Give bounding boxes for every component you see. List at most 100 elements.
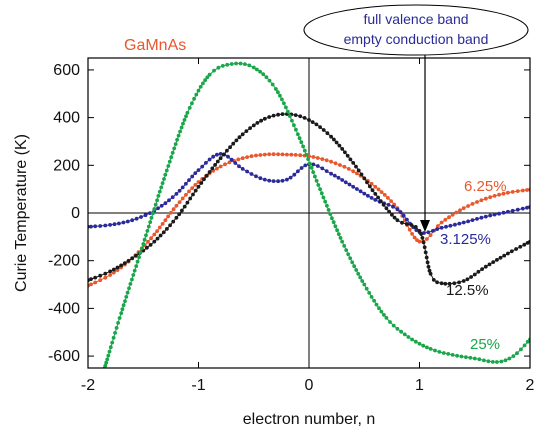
data-point [203, 78, 208, 83]
data-point [459, 354, 464, 359]
data-point [346, 167, 351, 171]
data-point [267, 152, 272, 157]
data-point [138, 250, 143, 255]
annotation-line-2: empty conduction band [344, 31, 489, 47]
data-point [117, 316, 122, 320]
data-point [472, 356, 477, 361]
data-point [238, 61, 243, 66]
series-label-6-25: 6.25% [464, 178, 507, 195]
data-point [134, 216, 139, 221]
data-point [302, 148, 307, 153]
data-point [307, 161, 312, 166]
data-point [161, 230, 166, 235]
data-point [213, 163, 218, 167]
data-point [108, 269, 112, 274]
data-point [299, 140, 304, 145]
data-point [307, 118, 311, 122]
data-point [274, 87, 278, 91]
data-point [412, 235, 417, 240]
data-point [318, 125, 322, 129]
data-point [187, 178, 191, 183]
data-point [190, 186, 195, 191]
data-point [112, 222, 117, 227]
data-point [490, 360, 495, 364]
data-point [254, 153, 258, 158]
data-point [207, 170, 212, 174]
data-point [280, 152, 285, 157]
data-point [225, 62, 230, 67]
data-point [466, 219, 470, 224]
data-point [293, 113, 298, 117]
data-point [351, 184, 356, 189]
data-point [522, 242, 527, 247]
data-point [115, 265, 120, 270]
data-point [395, 218, 400, 223]
data-point [89, 282, 93, 287]
data-point [221, 152, 226, 157]
data-point [178, 129, 183, 134]
data-point [417, 341, 422, 346]
data-point [148, 220, 153, 225]
data-point [171, 219, 176, 224]
data-point [400, 220, 404, 225]
data-point [177, 200, 182, 205]
data-point [365, 180, 369, 185]
y-tick-label: -400 [48, 300, 80, 317]
data-point [488, 213, 493, 218]
data-point [430, 229, 435, 233]
data-point [191, 192, 195, 197]
data-point [356, 168, 361, 173]
data-point [350, 260, 355, 265]
data-point [293, 153, 298, 157]
data-point [159, 203, 164, 208]
data-point [309, 165, 314, 170]
data-point [234, 61, 239, 66]
data-point [193, 183, 198, 187]
data-point [93, 224, 98, 229]
data-point [285, 177, 289, 182]
data-point [152, 207, 157, 211]
data-point [323, 199, 328, 204]
data-point [264, 75, 269, 80]
data-point [180, 196, 185, 201]
data-point [479, 198, 484, 203]
data-point [201, 81, 205, 86]
data-point [316, 183, 321, 187]
data-point [286, 109, 290, 114]
data-point [436, 224, 440, 228]
data-point [130, 256, 135, 261]
data-point [495, 360, 499, 364]
data-point [284, 105, 288, 110]
data-point [173, 142, 178, 147]
data-point [358, 275, 363, 280]
data-point [410, 337, 414, 342]
data-point [198, 84, 203, 89]
chart-title: GaMnAs [124, 37, 186, 54]
data-point [499, 359, 504, 364]
data-point [190, 174, 195, 179]
data-point [121, 303, 126, 308]
data-point [405, 217, 409, 222]
data-point [345, 153, 350, 158]
data-point [156, 194, 161, 198]
data-point [464, 355, 468, 359]
data-point [304, 152, 309, 157]
y-tick-label: 600 [53, 62, 80, 79]
data-point [227, 160, 232, 165]
data-point [344, 248, 349, 253]
data-point [174, 192, 179, 196]
data-point [233, 161, 238, 165]
data-point [152, 232, 157, 237]
data-point [245, 169, 250, 174]
data-point [428, 347, 433, 351]
data-point [212, 68, 216, 73]
data-point [174, 203, 179, 208]
data-point [157, 189, 162, 194]
data-point [506, 190, 510, 195]
data-point [373, 192, 378, 196]
data-point [525, 205, 529, 210]
data-point [204, 161, 208, 165]
data-point [276, 152, 280, 157]
data-point [422, 245, 427, 250]
data-point [336, 175, 341, 180]
